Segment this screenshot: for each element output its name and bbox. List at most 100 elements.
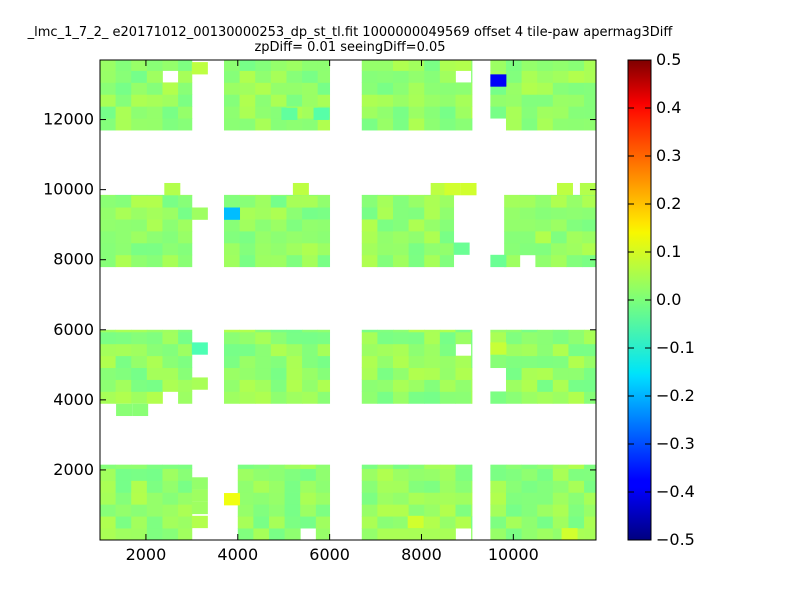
heatmap-cell: [439, 492, 456, 505]
heatmap-cell: [393, 60, 410, 71]
heatmap-cell: [178, 219, 193, 232]
heatmap-cell: [224, 493, 241, 506]
heatmap-cell: [361, 391, 378, 404]
heatmap-cell: [556, 182, 573, 196]
heatmap-cell: [302, 355, 319, 369]
heatmap-cell: [253, 480, 270, 493]
heatmap-cell: [505, 528, 522, 540]
heatmap-cell: [377, 355, 394, 369]
heatmap-cell: [269, 504, 286, 517]
heatmap-cell: [191, 207, 208, 220]
heatmap-cell: [568, 331, 585, 345]
heatmap-cell: [239, 106, 256, 119]
heatmap-cell: [377, 219, 394, 232]
heatmap-cells: [100, 60, 596, 540]
heatmap-cell: [424, 254, 441, 268]
heatmap-cell: [537, 391, 554, 404]
heatmap-cell: [424, 242, 441, 256]
heatmap-cell: [408, 355, 425, 369]
heatmap-cell: [568, 343, 585, 357]
heatmap-cell: [408, 492, 425, 505]
heatmap-cell: [471, 70, 473, 83]
heatmap-cell: [377, 195, 394, 208]
heatmap-cell: [439, 343, 456, 357]
x-tick-label: 10000: [488, 545, 539, 564]
heatmap-cell: [393, 118, 410, 131]
heatmap-cell: [131, 194, 148, 196]
heatmap-cell: [178, 504, 193, 517]
heatmap-cell: [270, 60, 287, 71]
heatmap-cell: [255, 207, 272, 220]
heatmap-cell: [552, 367, 569, 380]
heatmap-cell: [284, 480, 301, 493]
heatmap-cell: [162, 468, 179, 481]
heatmap-cell: [269, 464, 286, 469]
heatmap-cell: [566, 195, 583, 208]
heatmap-cell: [377, 516, 394, 529]
heatmap-cell: [550, 254, 567, 268]
heatmap-cell: [521, 106, 538, 119]
heatmap-cell: [584, 464, 596, 469]
heatmap-cell: [115, 329, 132, 333]
heatmap-cell: [490, 254, 507, 268]
heatmap-cell: [115, 343, 132, 357]
heatmap-cell: [568, 60, 585, 71]
heatmap-cell: [408, 94, 425, 107]
heatmap-cell: [490, 60, 507, 71]
colorbar-tick-label: −0.3: [656, 434, 695, 453]
heatmap-cell: [505, 492, 522, 505]
heatmap-cell: [521, 70, 538, 83]
heatmap-cell: [100, 194, 117, 196]
heatmap-cell: [286, 195, 303, 208]
heatmap-cell: [361, 331, 378, 345]
heatmap-cell: [255, 343, 272, 357]
heatmap-cell: [408, 230, 425, 244]
heatmap-cell: [315, 480, 331, 493]
heatmap-cell: [377, 82, 394, 95]
axes: 2000 4000 6000 8000 10000 2000 4000 6000 8000 100…: [43, 60, 596, 564]
heatmap-cell: [239, 207, 256, 220]
heatmap-cell: [115, 516, 132, 529]
heatmap-cell: [424, 391, 441, 404]
heatmap-cell: [162, 242, 179, 256]
heatmap-cell: [504, 230, 521, 244]
heatmap-cell: [552, 70, 569, 83]
heatmap-cell: [393, 242, 410, 256]
heatmap-cell: [239, 219, 256, 232]
heatmap-cell: [146, 379, 163, 392]
heatmap-cell: [100, 504, 117, 517]
heatmap-cell: [537, 504, 554, 517]
heatmap-cell: [439, 329, 456, 333]
heatmap-cell: [178, 82, 193, 95]
heatmap-cell: [270, 82, 287, 95]
heatmap-cell: [315, 464, 331, 469]
heatmap-cell: [178, 343, 193, 357]
heatmap-cell: [521, 464, 538, 469]
heatmap-cell: [146, 355, 163, 369]
heatmap-cell: [424, 106, 441, 119]
heatmap-cell: [361, 468, 378, 481]
heatmap-cell: [302, 194, 319, 196]
heatmap-cell: [393, 106, 410, 119]
heatmap-cell: [191, 515, 208, 529]
heatmap-cell: [584, 516, 596, 529]
heatmap-cell: [552, 343, 569, 357]
heatmap-cell: [471, 329, 473, 333]
heatmap-cell: [537, 118, 554, 131]
heatmap-cell: [100, 82, 117, 95]
heatmap-cell: [286, 331, 303, 345]
heatmap-cell: [471, 367, 473, 380]
heatmap-cell: [584, 70, 596, 83]
heatmap-cell: [302, 367, 319, 380]
heatmap-cell: [100, 464, 117, 469]
heatmap-cell: [393, 367, 410, 380]
heatmap-cell: [377, 106, 394, 119]
heatmap-cell: [537, 528, 554, 540]
heatmap-cell: [146, 480, 163, 493]
heatmap-cell: [115, 355, 132, 369]
heatmap-cell: [317, 94, 331, 107]
heatmap-cell: [300, 516, 317, 529]
heatmap-cell: [552, 106, 569, 119]
heatmap-cell: [300, 480, 317, 493]
heatmap-cell: [131, 379, 148, 392]
